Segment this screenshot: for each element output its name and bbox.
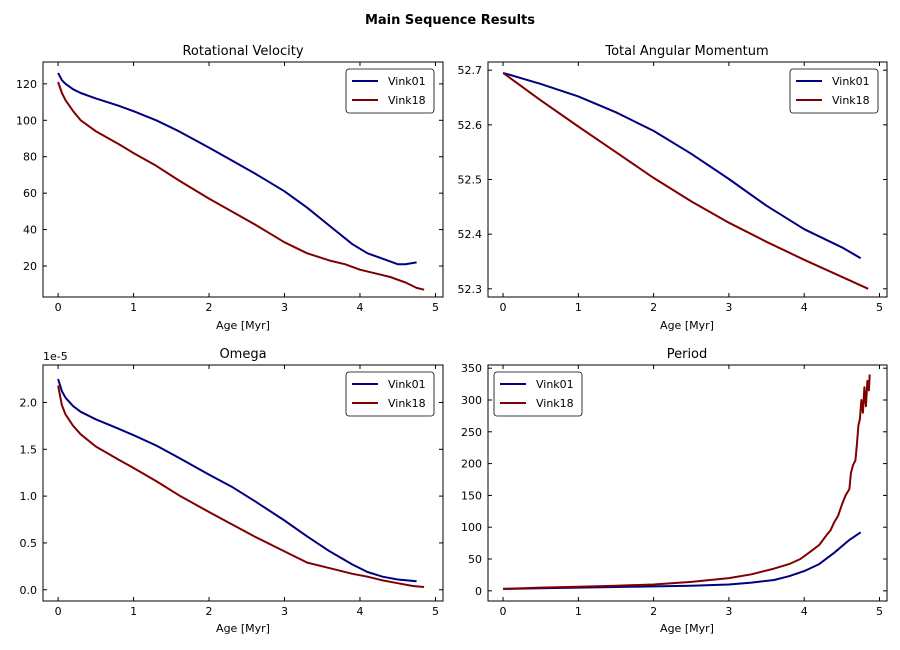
x-tick-label: 1 bbox=[575, 605, 582, 618]
panel-total-angular-momentum: Total Angular Momentum Age [Myr] 0 1 2 3 4 5 5… bbox=[458, 44, 888, 332]
x-tick-label: 4 bbox=[356, 605, 363, 618]
legend-label: Vink18 bbox=[832, 94, 870, 107]
legend-label: Vink01 bbox=[832, 75, 870, 88]
y-tick-label: 52.3 bbox=[458, 283, 483, 296]
x-tick-label: 4 bbox=[356, 301, 363, 314]
y-tick-label: 2.0 bbox=[20, 396, 38, 409]
x-tick-label: 1 bbox=[130, 301, 137, 314]
x-tick-label: 5 bbox=[432, 301, 439, 314]
y-tick-label: 1.5 bbox=[20, 443, 38, 456]
series-line-vink18 bbox=[57, 81, 425, 291]
x-tick-label: 3 bbox=[281, 301, 288, 314]
y-tick-label: 20 bbox=[23, 260, 37, 273]
legend-label: Vink18 bbox=[388, 94, 426, 107]
legend-label: Vink18 bbox=[388, 397, 426, 410]
series-line-vink18 bbox=[502, 72, 869, 290]
series-group bbox=[503, 374, 871, 590]
y-tick-label: 40 bbox=[23, 224, 37, 237]
y-tick-label: 250 bbox=[461, 426, 482, 439]
x-axis-label: Age [Myr] bbox=[660, 622, 714, 635]
axes-frame bbox=[487, 364, 888, 602]
y-tick-label: 120 bbox=[16, 78, 37, 91]
x-tick-label: 3 bbox=[725, 301, 732, 314]
panel-rotational-velocity: Rotational Velocity Age [Myr] 0 1 2 3 4 5 20 40… bbox=[16, 44, 444, 332]
legend: Vink01 Vink18 bbox=[789, 68, 879, 114]
series-line-vink01 bbox=[57, 72, 417, 266]
x-tick-label: 4 bbox=[801, 605, 808, 618]
series-line-vink01 bbox=[502, 71, 862, 260]
axes-frame bbox=[42, 61, 444, 298]
y-tick-label: 300 bbox=[461, 394, 482, 407]
series-group bbox=[57, 72, 425, 291]
series-line-vink18 bbox=[503, 374, 871, 590]
x-axis-label: Age [Myr] bbox=[216, 622, 270, 635]
panel-period: Period Age [Myr] 0 1 2 3 4 505010015020025030… bbox=[461, 347, 888, 635]
x-tick-label: 0 bbox=[55, 301, 62, 314]
y-tick-label: 0 bbox=[475, 585, 482, 598]
y-tick-label: 80 bbox=[23, 151, 37, 164]
series-line-vink18 bbox=[57, 385, 425, 588]
legend-label: Vink18 bbox=[536, 397, 574, 410]
x-tick-label: 3 bbox=[281, 605, 288, 618]
y-tick-label: 0.5 bbox=[20, 537, 38, 550]
x-tick-label: 0 bbox=[55, 605, 62, 618]
y-tick-label: 60 bbox=[23, 187, 37, 200]
panel-omega: Omega Age [Myr] 1e-5 0 1 2 3 4 5 0.0 0.5 1.0 1.5 2… bbox=[20, 347, 444, 635]
x-tick-label: 5 bbox=[432, 605, 439, 618]
x-tick-label: 0 bbox=[500, 301, 507, 314]
figure-title: Main Sequence Results bbox=[365, 13, 535, 28]
y-tick-label: 1.0 bbox=[20, 490, 38, 503]
y-tick-label: 52.4 bbox=[458, 228, 483, 241]
legend: Vink01 Vink18 bbox=[493, 371, 583, 417]
x-tick-label: 5 bbox=[876, 301, 883, 314]
x-tick-label: 2 bbox=[650, 605, 657, 618]
x-tick-label: 2 bbox=[650, 301, 657, 314]
x-tick-label: 3 bbox=[725, 605, 732, 618]
series-group bbox=[502, 71, 869, 290]
y-tick-label: 100 bbox=[16, 114, 37, 127]
panel-title: Omega bbox=[219, 347, 266, 362]
y-tick-label: 150 bbox=[461, 489, 482, 502]
axes-frame bbox=[42, 364, 444, 602]
y-tick-label: 100 bbox=[461, 521, 482, 534]
y-tick-label: 200 bbox=[461, 458, 482, 471]
legend-label: Vink01 bbox=[388, 75, 426, 88]
y-tick-label: 52.7 bbox=[458, 64, 483, 77]
y-tick-label: 52.5 bbox=[458, 174, 483, 187]
x-tick-label: 1 bbox=[575, 301, 582, 314]
x-tick-label: 2 bbox=[206, 301, 213, 314]
x-tick-label: 2 bbox=[206, 605, 213, 618]
x-tick-label: 0 bbox=[500, 605, 507, 618]
panel-title: Period bbox=[667, 347, 708, 362]
panel-title: Total Angular Momentum bbox=[604, 44, 768, 59]
x-axis-label: Age [Myr] bbox=[216, 319, 270, 332]
x-tick-label: 4 bbox=[801, 301, 808, 314]
series-group bbox=[57, 378, 425, 588]
y-tick-label: 52.6 bbox=[458, 119, 483, 132]
x-axis-label: Age [Myr] bbox=[660, 319, 714, 332]
legend: Vink01 Vink18 bbox=[345, 371, 435, 417]
y-axis-offset-label: 1e-5 bbox=[43, 350, 68, 363]
y-tick-label: 350 bbox=[461, 362, 482, 375]
x-tick-label: 1 bbox=[130, 605, 137, 618]
legend-label: Vink01 bbox=[536, 378, 574, 391]
series-line-vink01 bbox=[57, 378, 417, 583]
y-tick-label: 0.0 bbox=[20, 584, 38, 597]
x-tick-label: 5 bbox=[876, 605, 883, 618]
panel-title: Rotational Velocity bbox=[182, 44, 303, 59]
legend-label: Vink01 bbox=[388, 378, 426, 391]
legend: Vink01 Vink18 bbox=[345, 68, 435, 114]
series-line-vink01 bbox=[503, 531, 862, 590]
y-tick-label: 50 bbox=[468, 553, 482, 566]
